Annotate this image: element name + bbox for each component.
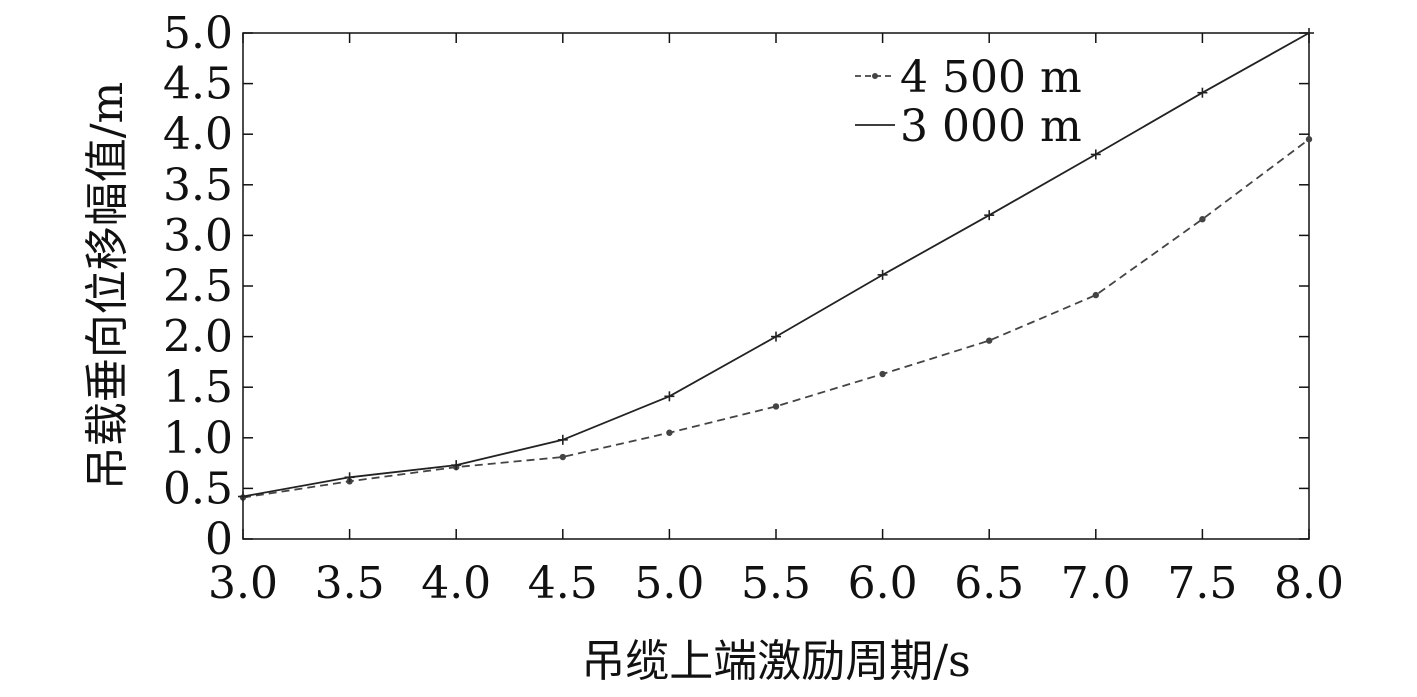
x-tick-label: 5.0 — [634, 558, 704, 609]
data-point-4500 — [666, 429, 673, 436]
legend: 4 500 m 3 000 m — [855, 52, 1082, 152]
series-layer — [238, 28, 1314, 502]
y-tick-label: 3.0 — [163, 210, 233, 261]
x-tick-label: 7.5 — [1167, 558, 1237, 609]
legend-marker-4500 — [872, 73, 878, 79]
y-tick-label: 1.5 — [163, 362, 233, 413]
x-tick-label: 6.5 — [954, 558, 1024, 609]
data-point-4500 — [772, 403, 780, 410]
x-tick-label: 3.5 — [315, 558, 385, 609]
data-point-3000 — [1304, 28, 1314, 38]
series-line-0 — [242, 138, 1310, 499]
x-tick-label: 7.0 — [1061, 558, 1131, 609]
data-point-4500 — [1199, 216, 1206, 223]
data-point-3000 — [1197, 87, 1208, 98]
x-axis-ticks: 3.0 3.5 4.0 4.5 5.0 5.5 6.0 6.5 7.0 7.5 8.0 — [208, 33, 1344, 609]
x-tick-label: 3.0 — [208, 558, 278, 609]
data-point-4500 — [879, 370, 886, 378]
y-tick-label: 3.5 — [163, 160, 233, 211]
data-point-3000 — [984, 210, 995, 221]
x-tick-label: 4.5 — [528, 558, 598, 609]
legend-label-4500: 4 500 m — [900, 52, 1082, 103]
legend-label-3000: 3 000 m — [900, 101, 1082, 152]
data-point-4500 — [986, 337, 993, 344]
y-tick-label: 0 — [205, 514, 233, 565]
data-point-4500 — [1092, 291, 1100, 299]
y-tick-label: 4.5 — [163, 59, 233, 110]
y-tick-label: 2.5 — [163, 261, 233, 312]
x-tick-label: 8.0 — [1274, 558, 1344, 609]
x-tick-label: 5.5 — [741, 558, 811, 609]
series-line-1 — [242, 32, 1310, 498]
x-tick-label: 4.0 — [421, 558, 491, 609]
y-tick-label: 2.0 — [163, 312, 233, 363]
y-axis-title: 吊载垂向位移幅值/m — [82, 82, 133, 491]
data-point-3000 — [877, 269, 888, 280]
data-point-3000 — [664, 391, 675, 402]
y-tick-label: 4.0 — [163, 109, 233, 160]
plot-frame — [242, 32, 1310, 540]
x-axis-title: 吊缆上端激励周期/s — [581, 636, 970, 687]
data-point-3000 — [557, 434, 568, 445]
y-axis-ticks: 00.51.01.52.02.53.03.54.04.55.0 — [163, 8, 1309, 565]
y-tick-label: 5.0 — [163, 8, 233, 59]
data-point-4500 — [1305, 136, 1313, 143]
y-tick-label: 0.5 — [163, 463, 233, 514]
data-point-4500 — [559, 453, 566, 461]
data-point-3000 — [344, 472, 355, 483]
data-point-3000 — [451, 460, 462, 471]
x-tick-label: 6.0 — [848, 558, 918, 609]
data-point-3000 — [238, 491, 248, 502]
data-point-3000 — [771, 331, 781, 342]
data-point-3000 — [1090, 149, 1101, 160]
y-tick-label: 1.0 — [163, 413, 233, 464]
